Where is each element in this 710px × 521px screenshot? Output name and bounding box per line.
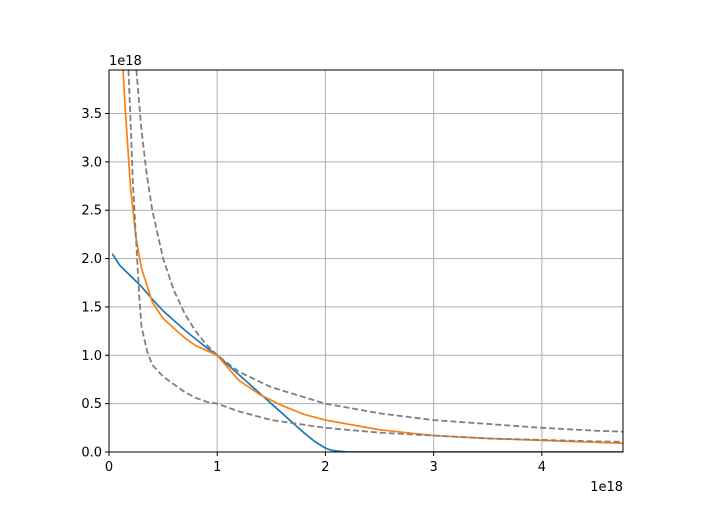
x-offset-label: 1e18 bbox=[590, 480, 623, 495]
series-line-3 bbox=[135, 70, 623, 433]
y-tick-label: 1.0 bbox=[81, 349, 102, 364]
x-axis: 0 1 2 3 4 bbox=[105, 452, 546, 475]
series-line-2 bbox=[122, 70, 623, 445]
plot-frame bbox=[108, 69, 624, 453]
grid bbox=[108, 70, 623, 453]
x-tick-label: 0 bbox=[105, 460, 113, 475]
series-line-4 bbox=[127, 70, 623, 443]
y-tick-label: 3.5 bbox=[81, 107, 102, 122]
y-tick-label: 2.5 bbox=[81, 204, 102, 219]
y-tick-label: 3.0 bbox=[81, 155, 102, 170]
y-axis: 0.0 0.5 1.0 1.5 2.0 2.5 3.0 3.5 bbox=[81, 107, 109, 461]
x-tick-label: 1 bbox=[213, 460, 221, 475]
y-tick-label: 0.5 bbox=[81, 397, 102, 412]
y-tick-label: 2.0 bbox=[81, 252, 102, 267]
y-tick-label: 0.0 bbox=[81, 446, 102, 461]
series-layer bbox=[111, 70, 623, 452]
y-tick-label: 1.5 bbox=[81, 300, 102, 315]
x-tick-label: 2 bbox=[321, 460, 329, 475]
x-tick-label: 3 bbox=[429, 460, 437, 475]
y-offset-label: 1e18 bbox=[109, 54, 142, 69]
series-line-1 bbox=[111, 253, 623, 452]
x-tick-label: 4 bbox=[538, 460, 546, 475]
